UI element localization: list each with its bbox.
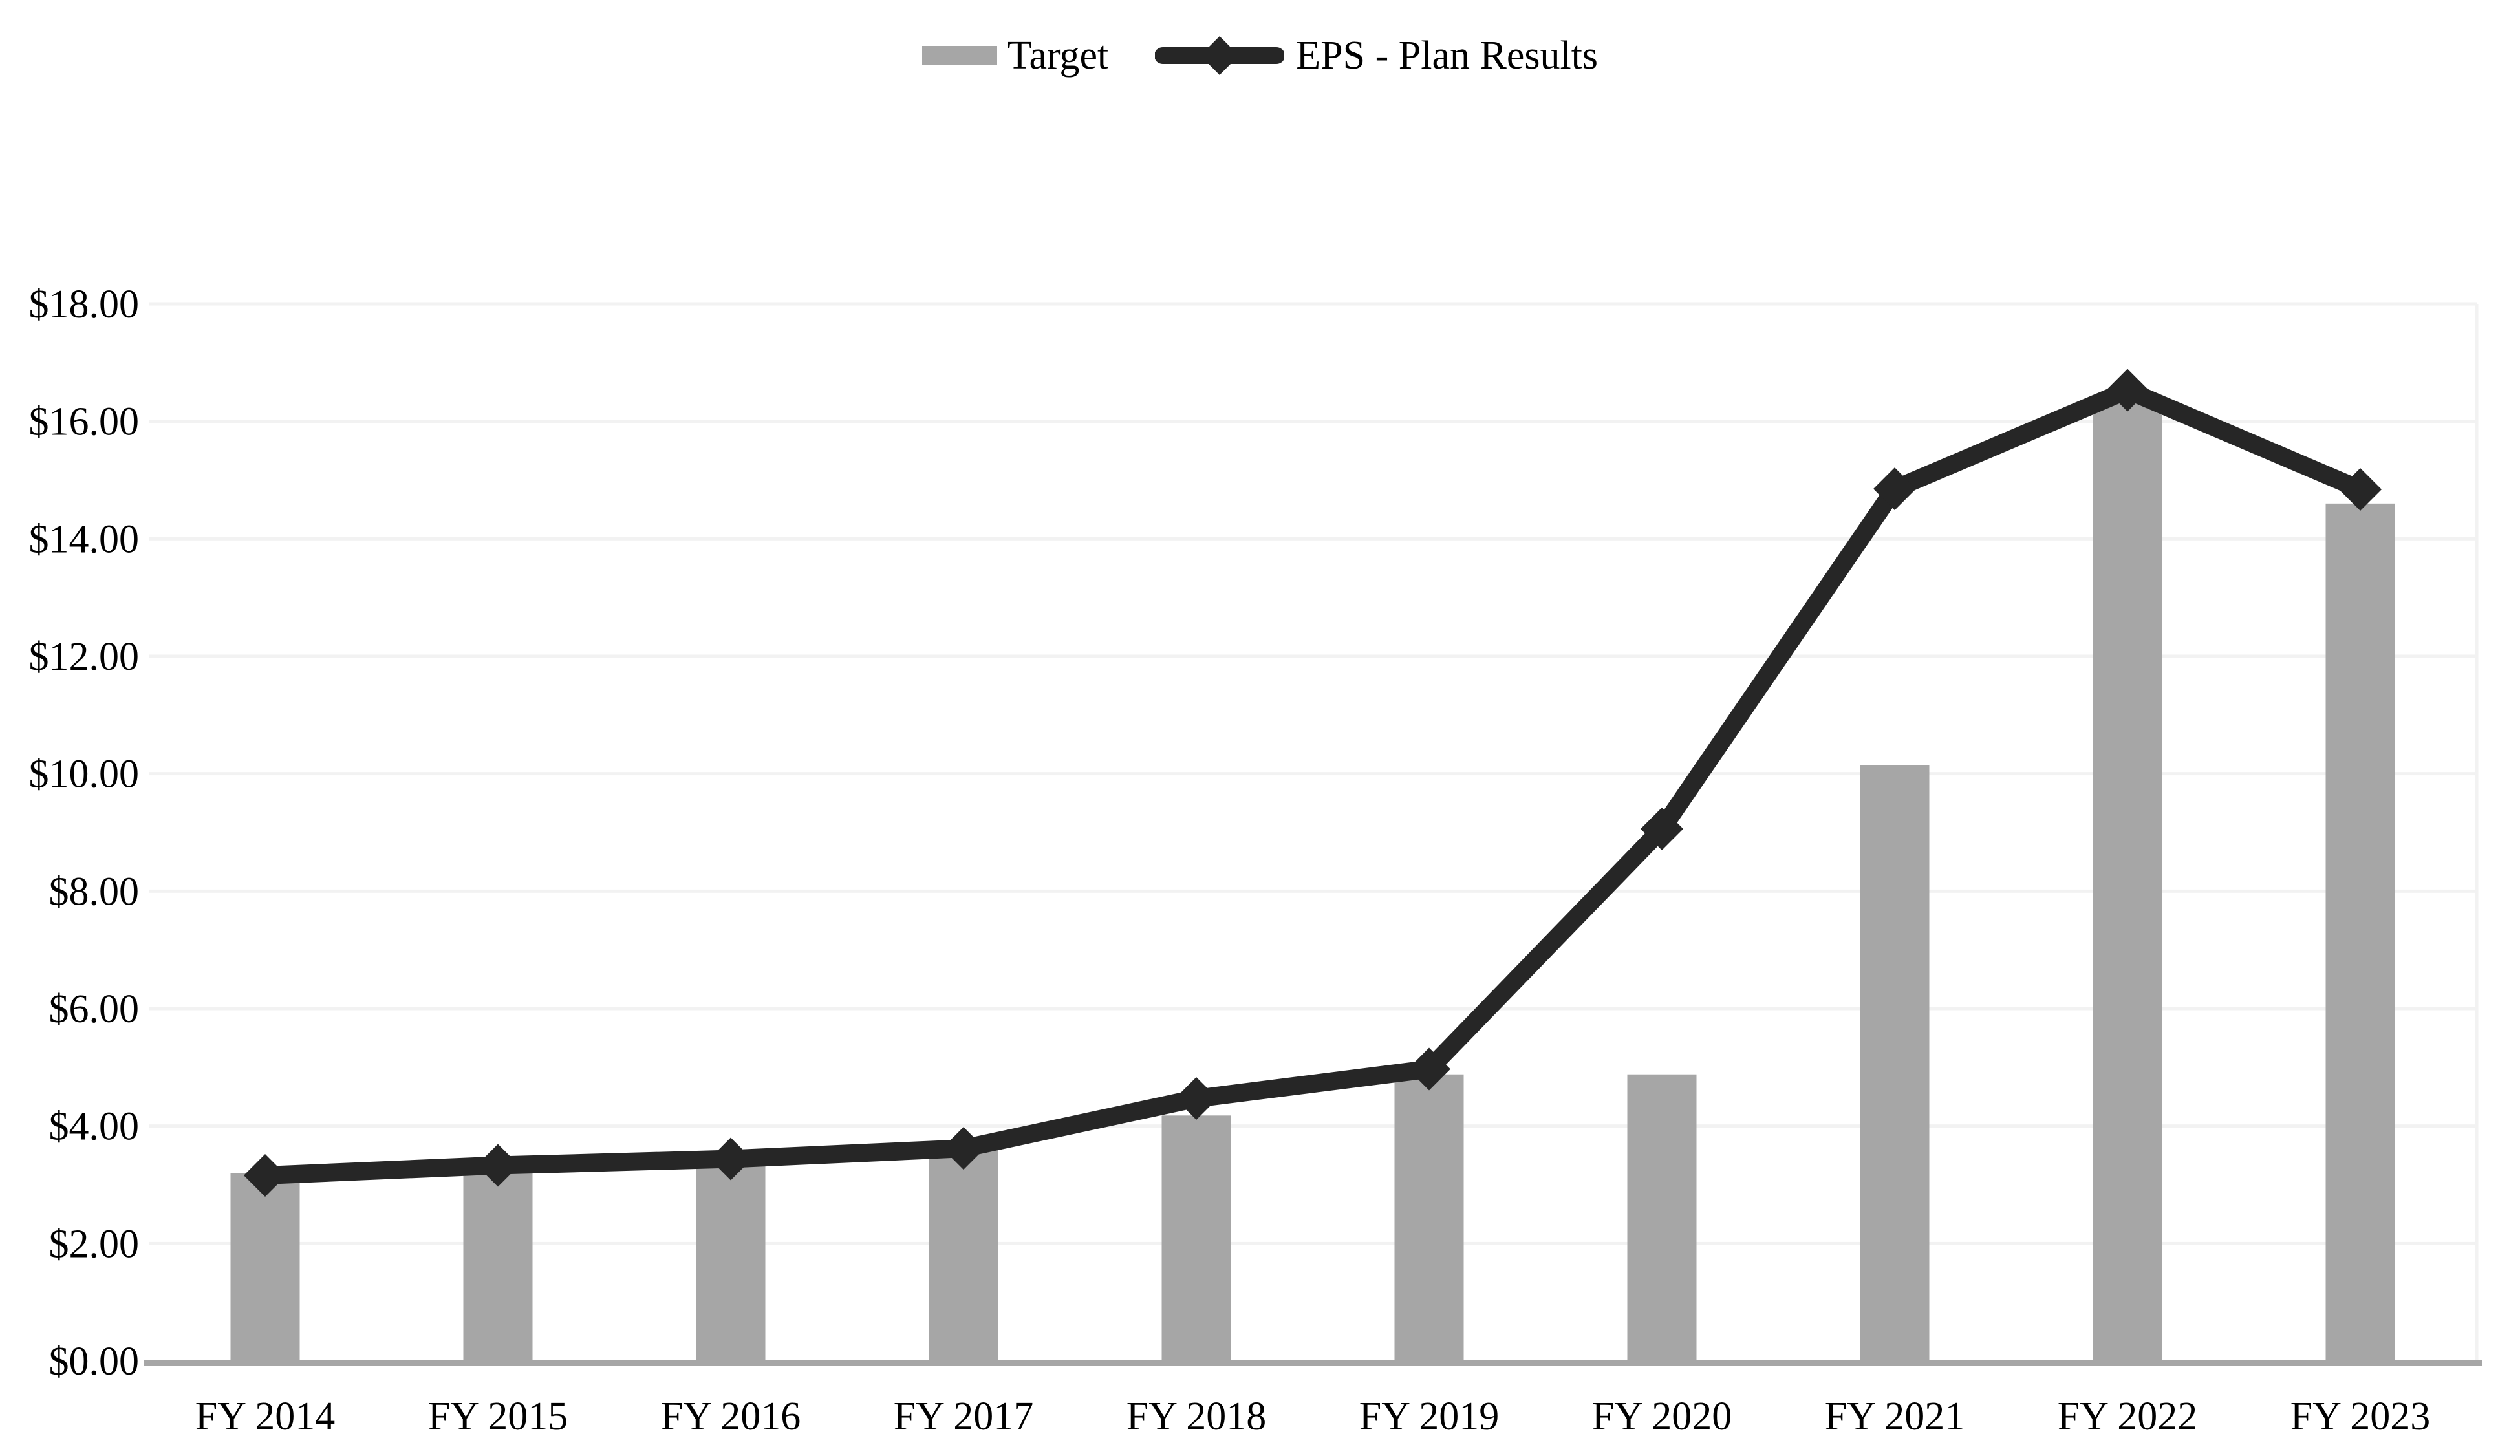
x-axis-label: FY 2019: [1359, 1395, 1499, 1439]
eps-marker-fy-2015: [477, 1144, 519, 1187]
y-axis-label: $8.00: [49, 870, 140, 914]
x-axis-label: FY 2016: [661, 1395, 801, 1439]
eps-marker-fy-2016: [709, 1137, 752, 1181]
y-axis-label: $12.00: [29, 635, 140, 679]
x-axis-label: FY 2014: [195, 1395, 335, 1439]
eps-marker-fy-2017: [942, 1127, 985, 1170]
x-axis-line: [144, 1360, 2482, 1366]
y-axis-label: $14.00: [29, 517, 140, 561]
y-axis-label: $4.00: [49, 1105, 140, 1149]
y-axis-label: $18.00: [29, 283, 140, 327]
target-bar-fy-2016: [696, 1152, 766, 1361]
eps-marker-fy-2019: [1408, 1047, 1450, 1091]
target-bar-fy-2018: [1161, 1115, 1231, 1361]
eps-marker-fy-2022: [2106, 369, 2149, 412]
target-bar-fy-2014: [230, 1173, 300, 1361]
x-axis-label: FY 2018: [1126, 1395, 1266, 1439]
x-axis-label: FY 2017: [894, 1395, 1033, 1439]
eps-marker-fy-2020: [1641, 808, 1683, 851]
target-bar-fy-2019: [1394, 1074, 1464, 1361]
eps-marker-fy-2021: [1873, 467, 1916, 511]
legend-target-label: Target: [1007, 34, 1109, 78]
y-axis-label: $16.00: [29, 400, 140, 444]
eps-line: [256, 381, 2369, 1184]
target-bar-fy-2021: [1860, 765, 1930, 1361]
x-axis-label: FY 2021: [1825, 1395, 1965, 1439]
legend-eps-label: EPS - Plan Results: [1296, 34, 1599, 78]
target-bar-fy-2017: [929, 1148, 998, 1361]
y-axis-label: $6.00: [49, 987, 140, 1031]
x-axis-label: FY 2023: [2290, 1395, 2430, 1439]
x-axis-label: FY 2022: [2058, 1395, 2197, 1439]
target-swatch-icon: [921, 46, 997, 65]
target-bar-fy-2015: [463, 1159, 533, 1361]
y-axis-label: $2.00: [49, 1222, 140, 1266]
eps-marker-fy-2014: [244, 1153, 286, 1197]
y-axis-label: $10.00: [29, 753, 140, 797]
eps-line-diamond-icon: [1155, 36, 1285, 75]
x-axis-label: FY 2020: [1592, 1395, 1732, 1439]
eps-marker-fy-2023: [2339, 468, 2382, 511]
legend: Target EPS - Plan Results: [0, 31, 2520, 80]
target-bar-fy-2020: [1627, 1074, 1697, 1361]
x-axis-label: FY 2015: [428, 1395, 568, 1439]
y-axis-label: $0.00: [49, 1340, 140, 1384]
eps-marker-fy-2018: [1175, 1076, 1218, 1120]
target-bar-fy-2022: [2093, 398, 2162, 1362]
target-bar-fy-2023: [2325, 503, 2395, 1362]
